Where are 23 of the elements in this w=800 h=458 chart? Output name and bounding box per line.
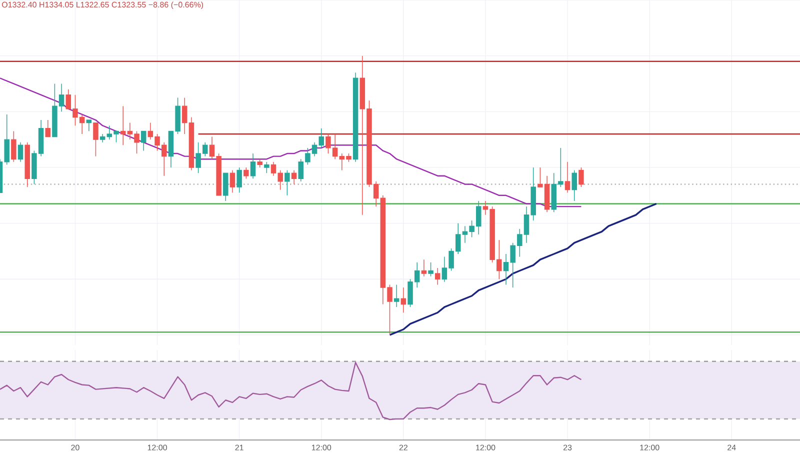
x-tick-label: 12:00 — [476, 444, 496, 450]
candlestick — [188, 116, 194, 171]
text: O1332.40 H1334.05 L1322.65 C1323.55 −8.86 (−0.66%) — [2, 2, 204, 10]
candlestick — [400, 287, 406, 313]
x-tick-label: 12:00 — [312, 444, 332, 450]
candlestick — [421, 259, 427, 277]
candlestick — [394, 284, 400, 308]
candlestick — [291, 170, 297, 185]
x-tick-label: 24 — [728, 444, 736, 450]
x-tick-label: 12:00 — [640, 444, 660, 450]
candlestick — [352, 72, 358, 162]
x-tick-label: 20 — [71, 444, 80, 450]
candlestick — [230, 170, 236, 193]
x-tick-label: 22 — [399, 444, 408, 450]
candlestick — [18, 142, 24, 162]
x-tick-label: 12:00 — [148, 444, 167, 450]
candlestick — [434, 268, 440, 286]
candlestick — [250, 153, 256, 180]
candlestick — [100, 134, 106, 143]
candlestick — [564, 162, 570, 193]
x-tick-label: 21 — [235, 444, 244, 450]
x-tick-label: 23 — [563, 444, 572, 450]
candlestick — [120, 106, 126, 146]
